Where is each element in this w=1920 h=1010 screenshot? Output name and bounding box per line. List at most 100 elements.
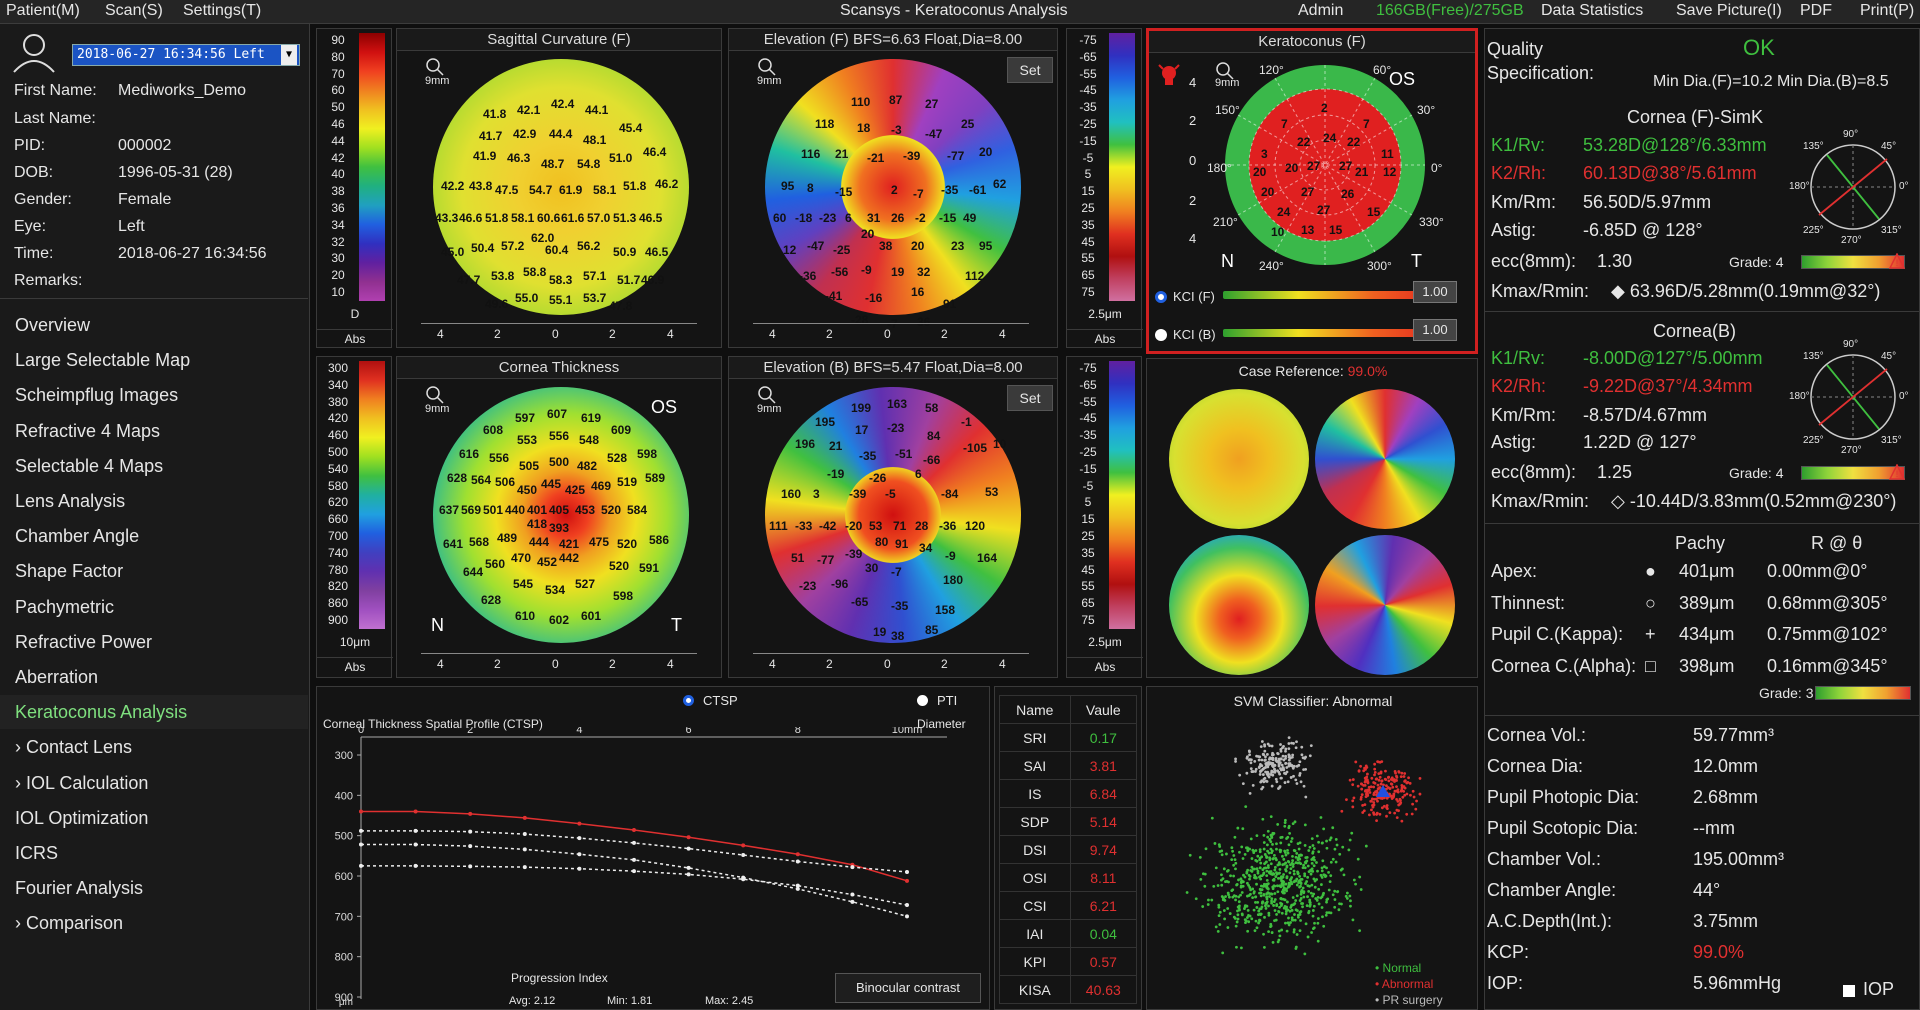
indices-row: SRI 0.17: [999, 723, 1138, 752]
zoom-icon[interactable]: [425, 57, 445, 77]
axis-tick: 0: [884, 327, 891, 341]
svm-point-pr: [1234, 757, 1237, 761]
kci-b-radio[interactable]: [1155, 329, 1167, 341]
menu-patient[interactable]: Patient(M): [6, 2, 80, 19]
svm-point-abnormal: [1375, 813, 1379, 816]
cornea-thickness-map[interactable]: Cornea Thickness 9mm OS N T 597 607 619 60…: [396, 356, 722, 678]
menu-save-picture[interactable]: Save Picture(I): [1676, 2, 1782, 19]
sidebar-item[interactable]: Refractive Power: [15, 631, 153, 652]
ctsp-x-tick: 0: [358, 727, 364, 736]
sidebar-item[interactable]: Chamber Angle: [15, 526, 140, 547]
time-label: Time:: [14, 245, 54, 262]
sidebar-item[interactable]: › Comparison: [15, 913, 124, 934]
zoom-icon[interactable]: [757, 57, 777, 77]
sidebar-item[interactable]: Overview: [15, 315, 91, 335]
chevron-down-icon[interactable]: ▼: [281, 45, 297, 65]
case-map-1[interactable]: [1169, 389, 1309, 529]
menu-pdf[interactable]: PDF: [1800, 2, 1832, 19]
svm-point-normal: [1228, 912, 1232, 915]
degree-label: 0°: [1431, 161, 1443, 175]
svm-point-pr: [1249, 761, 1253, 765]
svm-point-normal: [1246, 849, 1250, 853]
zoom-icon[interactable]: [425, 385, 445, 405]
svm-point-pr: [1298, 771, 1302, 775]
misc-label: Cornea Vol.:: [1487, 725, 1587, 745]
case-map-2[interactable]: [1315, 389, 1455, 529]
elevation-back-map[interactable]: Elevation (B) BFS=5.47 Float,Dia=8.00 9m…: [728, 356, 1058, 678]
set-button[interactable]: Set: [1007, 57, 1053, 83]
axis-tick: 2: [826, 657, 833, 671]
zoom-icon[interactable]: [1215, 61, 1235, 81]
svm-point-normal: [1294, 908, 1298, 912]
binocular-contrast-button[interactable]: Binocular contrast: [835, 973, 981, 1003]
menu-admin[interactable]: Admin: [1298, 2, 1344, 19]
sidebar-item[interactable]: Large Selectable Map: [15, 350, 191, 371]
pti-radio[interactable]: [917, 695, 928, 706]
elevation-back-mode[interactable]: Abs: [1067, 657, 1143, 674]
sidebar-item[interactable]: ICRS: [15, 843, 59, 863]
sidebar-item[interactable]: Pachymetric: [15, 596, 115, 617]
scale-value: 25: [1081, 201, 1095, 215]
svm-point-normal: [1234, 898, 1237, 902]
kci-f-radio[interactable]: [1155, 291, 1167, 303]
svm-point-normal: [1220, 873, 1223, 877]
sidebar-item[interactable]: Fourier Analysis: [15, 878, 144, 899]
svm-point-normal: [1301, 886, 1305, 890]
sidebar-item[interactable]: › IOL Calculation: [15, 772, 149, 793]
ctsp-radio[interactable]: [683, 695, 694, 706]
sidebar-item[interactable]: Lens Analysis: [15, 491, 126, 511]
svm-point-normal: [1317, 902, 1321, 906]
svm-point-normal: [1185, 891, 1189, 894]
svm-point-pr: [1302, 768, 1306, 772]
menu-scan[interactable]: Scan(S): [105, 2, 163, 19]
sidebar-item[interactable]: › Contact Lens: [15, 737, 133, 758]
menu-data-statistics[interactable]: Data Statistics: [1541, 2, 1644, 19]
svm-point-normal: [1352, 878, 1356, 882]
svm-point-pr: [1279, 743, 1282, 746]
degree-label: 30°: [1417, 103, 1436, 117]
svm-point-normal: [1287, 843, 1291, 847]
svm-point-normal: [1311, 909, 1315, 912]
sagittal-curvature-map[interactable]: Sagittal Curvature (F) 9mm 41.8 42.1 42.4 4…: [396, 28, 722, 348]
svm-point-pr: [1287, 753, 1291, 757]
scale-value: -5: [1082, 150, 1094, 165]
svm-point-normal: [1297, 853, 1301, 857]
scale-value: 300: [327, 361, 349, 375]
sidebar-item[interactable]: Keratoconus Analysis: [0, 695, 308, 730]
zoom-icon[interactable]: [757, 385, 777, 405]
svm-point-normal: [1278, 868, 1282, 871]
ctsp-point: [468, 829, 473, 834]
elevation-front-mode[interactable]: Abs: [1067, 329, 1143, 346]
sidebar-item[interactable]: Refractive 4 Maps: [15, 420, 161, 441]
indices-row: SDP 5.14: [999, 807, 1138, 836]
temporal-label: T: [671, 615, 682, 635]
thickness-mode[interactable]: Abs: [317, 657, 393, 674]
svm-point-normal: [1216, 884, 1220, 887]
sidebar-item[interactable]: Selectable 4 Maps: [15, 455, 164, 476]
curvature-mode[interactable]: Abs: [317, 329, 393, 346]
svm-point-pr: [1247, 758, 1251, 762]
sidebar-item[interactable]: Shape Factor: [15, 561, 124, 582]
svm-point-abnormal: [1368, 813, 1371, 817]
svm-point-normal: [1310, 883, 1314, 887]
svm-point-normal: [1288, 878, 1292, 882]
elevation-front-map[interactable]: Elevation (F) BFS=6.63 Float,Dia=8.00 9m…: [728, 28, 1058, 348]
ctsp-point: [741, 853, 746, 858]
exam-select[interactable]: 2018-06-27 16:34:56 Left ▼: [72, 44, 300, 66]
ctsp-point: [359, 809, 363, 814]
sidebar-item[interactable]: IOL Optimization: [15, 807, 149, 828]
right-panel: Quality OK Specification: Min Dia.(F)=10…: [1484, 28, 1920, 1010]
menu-settings[interactable]: Settings(T): [183, 2, 262, 19]
svm-point-abnormal: [1407, 776, 1410, 780]
set-button[interactable]: Set: [1007, 385, 1053, 411]
menu-print[interactable]: Print(P): [1860, 2, 1915, 19]
elevation-back-scale: -75 -65 -55 -45 -35 -25 -15 -5 5 15 25 35 45 55 65 75 2…: [1066, 356, 1143, 678]
pid-label: PID:: [14, 137, 46, 154]
sidebar-item[interactable]: Aberration: [15, 667, 99, 687]
x-axis: [421, 653, 697, 654]
sidebar-item[interactable]: Scheimpflug Images: [15, 385, 179, 406]
case-map-3[interactable]: [1169, 535, 1309, 675]
iop-checkbox[interactable]: [1843, 985, 1855, 997]
svm-point-normal: [1331, 893, 1335, 897]
case-map-4[interactable]: [1315, 535, 1455, 675]
